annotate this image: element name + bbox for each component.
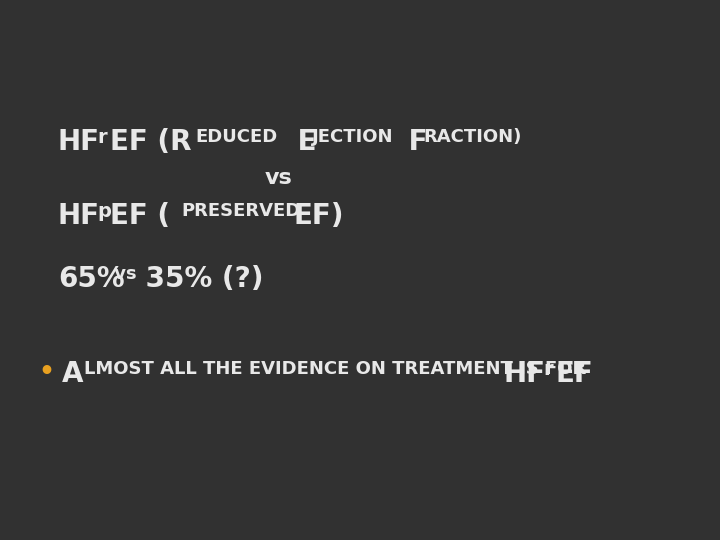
Text: EF: EF xyxy=(556,360,594,388)
Text: RACTION): RACTION) xyxy=(423,128,521,146)
Text: r: r xyxy=(97,128,107,147)
Text: EF): EF) xyxy=(294,202,344,230)
Text: HF: HF xyxy=(58,202,100,230)
Text: 65%: 65% xyxy=(58,265,125,293)
Text: PRESERVED: PRESERVED xyxy=(181,202,300,220)
Text: p: p xyxy=(97,202,111,221)
Text: HF: HF xyxy=(58,128,100,156)
Text: A: A xyxy=(62,360,84,388)
Text: HF: HF xyxy=(504,360,546,388)
Text: E: E xyxy=(288,128,317,156)
Text: vs: vs xyxy=(265,168,293,188)
Text: EF (: EF ( xyxy=(110,202,170,230)
Text: EF (R: EF (R xyxy=(110,128,192,156)
Text: EDUCED: EDUCED xyxy=(195,128,277,146)
Text: r: r xyxy=(543,360,553,379)
Text: vs: vs xyxy=(108,265,137,283)
Text: JECTION: JECTION xyxy=(312,128,394,146)
Text: F: F xyxy=(399,128,428,156)
Text: 35% (?): 35% (?) xyxy=(136,265,264,293)
Text: LMOST ALL THE EVIDENCE ON TREATMENT IS FOR: LMOST ALL THE EVIDENCE ON TREATMENT IS F… xyxy=(84,360,586,378)
Text: •: • xyxy=(38,360,54,384)
